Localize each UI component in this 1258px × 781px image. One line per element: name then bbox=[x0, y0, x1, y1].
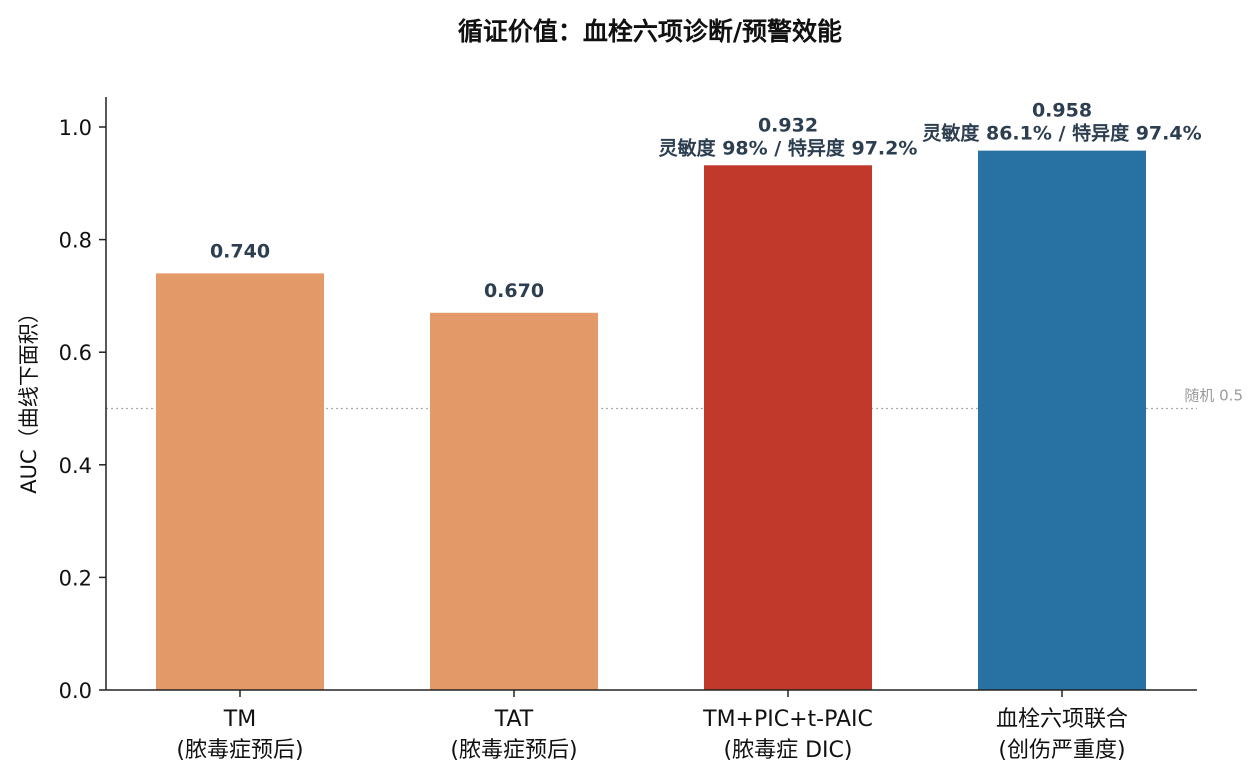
reference-line-label: 随机 0.5 bbox=[1184, 387, 1243, 405]
y-tick-label: 0.0 bbox=[59, 679, 92, 703]
bar-annotation: 灵敏度 98% / 特异度 97.2% bbox=[659, 136, 918, 159]
y-axis-label: AUC（曲线下面积） bbox=[17, 302, 41, 493]
x-category-label: TM+PIC+t-PAIC bbox=[702, 707, 873, 732]
bar-value-label: 0.932 bbox=[758, 114, 818, 136]
bar-annotation: 灵敏度 86.1% / 特异度 97.4% bbox=[922, 122, 1201, 145]
bar bbox=[156, 273, 324, 690]
x-category-label: TM bbox=[223, 707, 256, 732]
y-tick-label: 1.0 bbox=[59, 116, 92, 140]
bar bbox=[978, 150, 1146, 690]
bar-value-label: 0.958 bbox=[1032, 100, 1092, 122]
axis-layer bbox=[105, 97, 1197, 691]
x-category-sublabel: (创伤严重度) bbox=[998, 738, 1125, 763]
bar-value-label: 0.670 bbox=[484, 280, 544, 302]
y-tick-label: 0.8 bbox=[59, 229, 92, 253]
chart-title: 循证价值：血栓六项诊断/预警效能 bbox=[458, 17, 842, 46]
x-category-sublabel: (脓毒症预后) bbox=[450, 738, 577, 763]
y-tick-label: 0.2 bbox=[59, 566, 92, 590]
bar bbox=[430, 312, 598, 690]
x-category-label: TAT bbox=[494, 707, 534, 732]
y-tick-label: 0.4 bbox=[59, 454, 92, 478]
x-category-label: 血栓六项联合 bbox=[996, 707, 1128, 732]
x-category-sublabel: (脓毒症 DIC) bbox=[724, 738, 853, 763]
bar bbox=[704, 165, 872, 690]
bar-value-label: 0.740 bbox=[210, 240, 270, 262]
bar-layer bbox=[156, 150, 1146, 690]
y-tick-label: 0.6 bbox=[59, 341, 92, 365]
x-category-sublabel: (脓毒症预后) bbox=[176, 738, 303, 763]
tick-layer: 0.0 0.2 0.4 0.6 0.8 1.0 bbox=[59, 116, 106, 703]
